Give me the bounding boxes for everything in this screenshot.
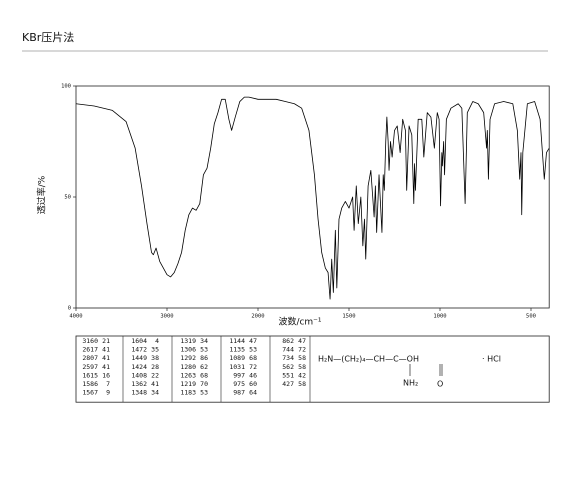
table-cell: 34: [200, 337, 208, 345]
table-cell: 68: [249, 354, 257, 362]
table-cell: 72: [249, 363, 257, 371]
x-tick-label: 500: [526, 314, 536, 320]
table-cell: 1031: [229, 363, 245, 371]
table-cell: 41: [151, 380, 159, 388]
table-cell: 41: [102, 346, 110, 354]
formula-amine: NH₂: [403, 379, 418, 388]
table-cell: 4: [155, 337, 159, 345]
table-cell: 551: [282, 371, 294, 379]
x-axis-label: 波数/cm⁻¹: [278, 316, 321, 328]
table-cell: 53: [200, 389, 208, 397]
table-cell: 70: [200, 380, 208, 388]
table-cell: 58: [298, 354, 306, 362]
y-axis-label: 透过率/%: [36, 175, 48, 214]
table-cell: 744: [282, 346, 294, 354]
table-cell: 1319: [180, 337, 196, 345]
table-cell: 58: [298, 380, 306, 388]
table-cell: 997: [233, 371, 245, 379]
table-cell: 41: [102, 354, 110, 362]
x-tick-label: 3000: [160, 314, 173, 320]
formula-salt: · HCl: [482, 355, 501, 364]
table-cell: 38: [151, 354, 159, 362]
table-cell: 22: [151, 371, 159, 379]
table-cell: 1615: [82, 371, 98, 379]
table-cell: 1348: [131, 389, 147, 397]
formula: H₂N—(CH₂)₄—CH—C—OH · HCl NH₂ O: [318, 355, 501, 389]
x-tick-label: 2000: [251, 314, 264, 320]
table-cell: 28: [151, 363, 159, 371]
table-cell: 1144: [229, 337, 245, 345]
x-tick-label: 4000: [69, 314, 82, 320]
table-cell: 2597: [82, 363, 98, 371]
table-cell: 562: [282, 363, 294, 371]
table-cell: 1408: [131, 371, 147, 379]
table-cell: 1472: [131, 346, 147, 354]
table-cell: 1280: [180, 363, 196, 371]
chart-title: KBr压片法: [22, 30, 74, 44]
y-tick-label: 50: [64, 195, 71, 201]
table-cell: 53: [249, 346, 257, 354]
table-cell: 16: [102, 371, 110, 379]
table-cell: 1567: [82, 389, 98, 397]
table-cell: 53: [200, 346, 208, 354]
formula-oxo: O: [437, 380, 443, 389]
table-cell: 1449: [131, 354, 147, 362]
table-cell: 975: [233, 380, 245, 388]
table-cell: 1183: [180, 389, 196, 397]
table-cell: 1292: [180, 354, 196, 362]
spectrum-line: [75, 96, 550, 300]
table-cell: 1135: [229, 346, 245, 354]
table-cell: 47: [249, 337, 257, 345]
x-tick-label: 1000: [433, 314, 446, 320]
table-cell: 58: [298, 363, 306, 371]
table-cell: 2617: [82, 346, 98, 354]
table-cell: 21: [102, 337, 110, 345]
plot-frame: [75, 85, 550, 309]
table-cell: 42: [298, 371, 306, 379]
table-cell: 1219: [180, 380, 196, 388]
table-cell: 7: [106, 380, 110, 388]
table-cell: 86: [200, 354, 208, 362]
table-cell: 47: [298, 337, 306, 345]
table-cell: 62: [200, 363, 208, 371]
table-cell: 34: [151, 389, 159, 397]
table-cell: 987: [233, 389, 245, 397]
table-cell: 862: [282, 337, 294, 345]
table-frame: [75, 335, 550, 403]
table-cell: 64: [249, 389, 257, 397]
table-cell: 1362: [131, 380, 147, 388]
table-cell: 46: [249, 371, 257, 379]
table-cell: 41: [102, 363, 110, 371]
table-cell: 1586: [82, 380, 98, 388]
table-cell: 68: [200, 371, 208, 379]
table-cell: 3160: [82, 337, 98, 345]
table-cell: 1306: [180, 346, 196, 354]
y-tick-label: 100: [61, 84, 71, 90]
table-cell: 1263: [180, 371, 196, 379]
table-cell: 72: [298, 346, 306, 354]
y-tick-label: 0: [68, 306, 71, 312]
table-cell: 9: [106, 389, 110, 397]
table-cell: 427: [282, 380, 294, 388]
table-cell: 2807: [82, 354, 98, 362]
table-cell: 734: [282, 354, 294, 362]
table-cell: 1089: [229, 354, 245, 362]
table-cell: 60: [249, 380, 257, 388]
table-cell: 1604: [131, 337, 147, 345]
table-cell: 35: [151, 346, 159, 354]
formula-main: H₂N—(CH₂)₄—CH—C—OH: [318, 355, 419, 364]
table-cell: 1424: [131, 363, 147, 371]
x-tick-label: 1500: [342, 314, 355, 320]
